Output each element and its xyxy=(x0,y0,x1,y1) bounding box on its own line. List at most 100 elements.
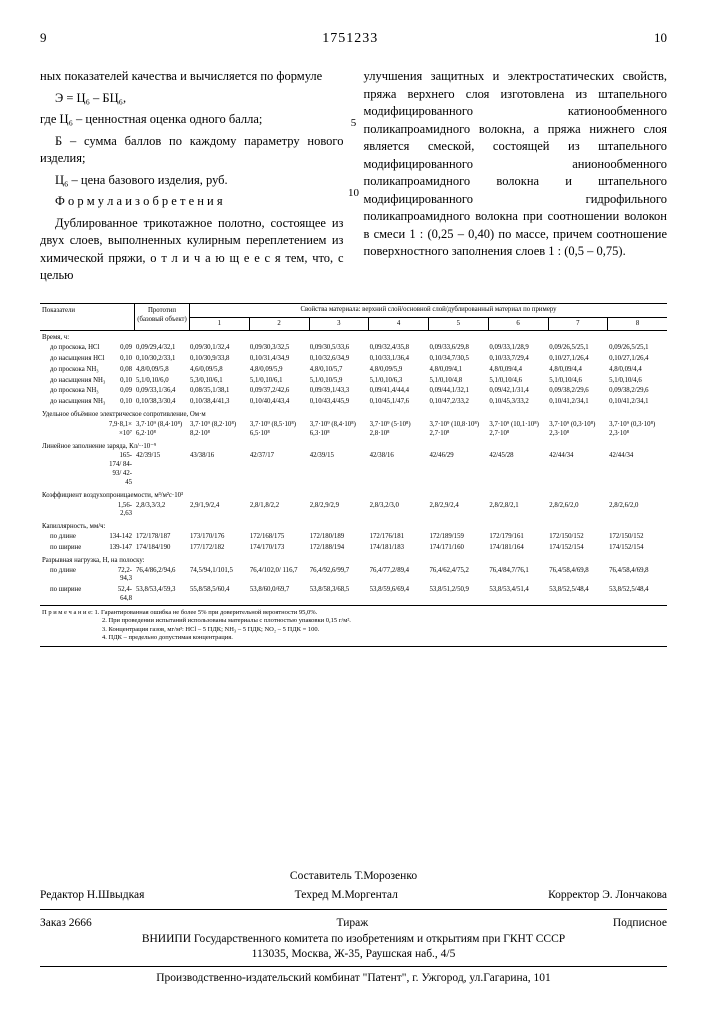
proto-cell: 3,7·10⁹ (8,4·10⁸) 6,2·10⁸ xyxy=(134,421,188,439)
rc-p1: улучшения защитных и электростатических … xyxy=(364,68,668,261)
proto-cell: 0,09/33,1/36,4 xyxy=(134,387,188,396)
data-cell: 0,09/32,4/35,8 xyxy=(368,344,428,353)
data-cell: 76,4/92,6/99,7 xyxy=(308,567,368,585)
note-line: 3. Концентрация газов, мг/м³: HCl – 5 ПД… xyxy=(42,626,665,634)
lc-formula: Э = Ц₆ – БЦ₆, xyxy=(40,90,344,108)
row-num: 0,09 xyxy=(108,387,132,396)
col-num: 8 xyxy=(608,318,667,331)
section-label: Капиллярность, мм/ч: xyxy=(40,520,667,532)
col-num: 6 xyxy=(489,318,549,331)
row-label xyxy=(42,421,108,439)
table-row: до насыщения HCl0,100,10/30,2/33,10,10/3… xyxy=(40,354,667,365)
col-num: 1 xyxy=(190,318,250,331)
data-cell: 0,09/30,1/32,4 xyxy=(188,344,248,353)
row-num: 0,08 xyxy=(108,366,132,375)
row-label: до проскока, HCl xyxy=(42,344,108,353)
section-label: Удельное объёмное электрическое сопротив… xyxy=(40,408,667,420)
data-cell: 172/180/189 xyxy=(308,533,368,542)
row-num: 0,10 xyxy=(108,377,132,386)
table-row: по ширине52,4- 64,853,8/53,4/59,355,8/58… xyxy=(40,585,667,605)
data-cell: 4,6/0,09/5,8 xyxy=(188,366,248,375)
row-label: до насыщения HCl xyxy=(42,355,108,364)
data-cell: 53,8/53,4/51,4 xyxy=(487,586,547,604)
data-cell: 0,09/42,1/31,4 xyxy=(487,387,547,396)
tehred: М.Моргентал xyxy=(331,889,397,901)
row-label: до проскока NH₃ xyxy=(42,387,108,396)
org: ВНИИПИ Государственного комитета по изоб… xyxy=(40,932,667,947)
data-cell: 0,10/34,7/30,5 xyxy=(428,355,488,364)
data-cell: 2,8/2,6/2,0 xyxy=(547,502,607,520)
table-row: до проскока, HCl0,090,09/29,4/32,10,09/3… xyxy=(40,343,667,354)
data-cell: 172/179/161 xyxy=(487,533,547,542)
data-cell: 174/181/183 xyxy=(368,544,428,553)
body-columns: 5 10 ных показателей качества и вычисляе… xyxy=(40,68,667,289)
data-cell: 0,10/27,1/26,4 xyxy=(547,355,607,364)
note-line: 1. Гарантированная ошибка не более 5% пр… xyxy=(94,609,317,616)
data-cell: 3,7·10⁹ (10,1·10⁸) 2,7·10⁸ xyxy=(487,421,547,439)
data-cell: 0,10/43,4/45,9 xyxy=(308,398,368,407)
editor-lbl: Редактор xyxy=(40,889,84,901)
data-cell: 2,8/2,6/2,0 xyxy=(607,502,667,520)
row-label: по ширине xyxy=(42,586,108,604)
section-label: Коэффициент воздухопроницаемости, м³/м²с… xyxy=(40,489,667,501)
page-left: 9 xyxy=(40,30,47,48)
data-cell: 5,1/0,10/4,6 xyxy=(607,377,667,386)
data-cell: 5,1/0,10/5,9 xyxy=(308,377,368,386)
data-cell: 0,09/33,1/28,9 xyxy=(487,344,547,353)
data-cell: 5,1/0,10/4,8 xyxy=(428,377,488,386)
data-cell: 0,10/30,9/33,8 xyxy=(188,355,248,364)
margin-5: 5 xyxy=(351,116,357,130)
section-label: Линейное заполнение заряда, Кл/··10⁻⁹ xyxy=(40,440,667,452)
row-num: 72,2- 94,3 xyxy=(108,567,132,585)
data-cell: 3,7·10⁹ (0,3·10⁸) 2,3·10⁸ xyxy=(547,421,607,439)
data-cell: 76,4/77,2/89,4 xyxy=(368,567,428,585)
row-num: 0,10 xyxy=(108,355,132,364)
data-cell: 172/150/152 xyxy=(547,533,607,542)
col-num: 2 xyxy=(250,318,310,331)
note-line: 2. При проведении испытаний использованы… xyxy=(42,617,665,625)
data-cell: 0,10/41,2/34,1 xyxy=(607,398,667,407)
table-row: 165-174/ 84-93/ 42-4542/39/1543/38/1642/… xyxy=(40,451,667,488)
col-num: 5 xyxy=(429,318,489,331)
row-label xyxy=(42,502,108,520)
data-cell: 5,1/0,10/6,1 xyxy=(248,377,308,386)
data-cell: 0,10/33,7/29,4 xyxy=(487,355,547,364)
table-row: 1,56-2,632,8/3,3/3,22,9/1,9/2,42,8/1,8/2… xyxy=(40,501,667,521)
proto-cell: 42/39/15 xyxy=(134,452,188,487)
data-cell: 42/39/15 xyxy=(308,452,368,487)
data-cell: 172/168/175 xyxy=(248,533,308,542)
hdr-indicator: Показатели xyxy=(40,304,135,331)
row-num: 0,10 xyxy=(108,398,132,407)
right-column: улучшения защитных и электростатических … xyxy=(364,68,668,289)
data-cell: 2,8/1,8/2,2 xyxy=(248,502,308,520)
table-notes: П р и м е ч а н и е: 1. Гарантированная … xyxy=(40,605,667,646)
data-cell: 2,8/2,9/2,9 xyxy=(308,502,368,520)
data-cell: 5,1/0,10/4,6 xyxy=(547,377,607,386)
data-cell: 0,10/45,1/47,6 xyxy=(368,398,428,407)
col-num: 4 xyxy=(369,318,429,331)
row-num: 7,9·8,1× ×10⁷ xyxy=(108,421,132,439)
addr: 113035, Москва, Ж-35, Раушская наб., 4/5 xyxy=(40,947,667,962)
row-num: 165-174/ 84-93/ 42-45 xyxy=(108,452,132,487)
data-cell: 0,10/31,4/34,9 xyxy=(248,355,308,364)
table-row: до насыщения NH₃0,100,10/38,3/30,40,10/3… xyxy=(40,397,667,408)
lc-p4: Ц₆ – цена базового изделия, руб. xyxy=(40,172,344,190)
data-cell: 172/150/152 xyxy=(607,533,667,542)
data-cell: 0,08/35,1/38,1 xyxy=(188,387,248,396)
row-label: по длине xyxy=(42,567,108,585)
corrector: Э. Лончакова xyxy=(602,889,667,901)
data-cell: 0,09/33,6/29,8 xyxy=(428,344,488,353)
data-cell: 43/38/16 xyxy=(188,452,248,487)
data-cell: 3,7·10⁹ (8,5·10⁸) 6,5·10⁸ xyxy=(248,421,308,439)
row-label: до насыщения NH₃ xyxy=(42,377,108,386)
margin-10: 10 xyxy=(348,186,359,200)
doc-number: 1751233 xyxy=(322,30,378,48)
data-cell: 174/152/154 xyxy=(607,544,667,553)
row-label: до проскока NH₃ xyxy=(42,366,108,375)
proto-cell: 0,10/38,3/30,4 xyxy=(134,398,188,407)
data-cell: 0,09/38,2/29,6 xyxy=(607,387,667,396)
data-cell: 4,8/0,09/5,9 xyxy=(248,366,308,375)
col-num: 7 xyxy=(549,318,609,331)
table-head: Показатели Прототип (базовый объект) Сво… xyxy=(40,304,667,332)
table-row: до проскока NH₃0,090,09/33,1/36,40,08/35… xyxy=(40,386,667,397)
